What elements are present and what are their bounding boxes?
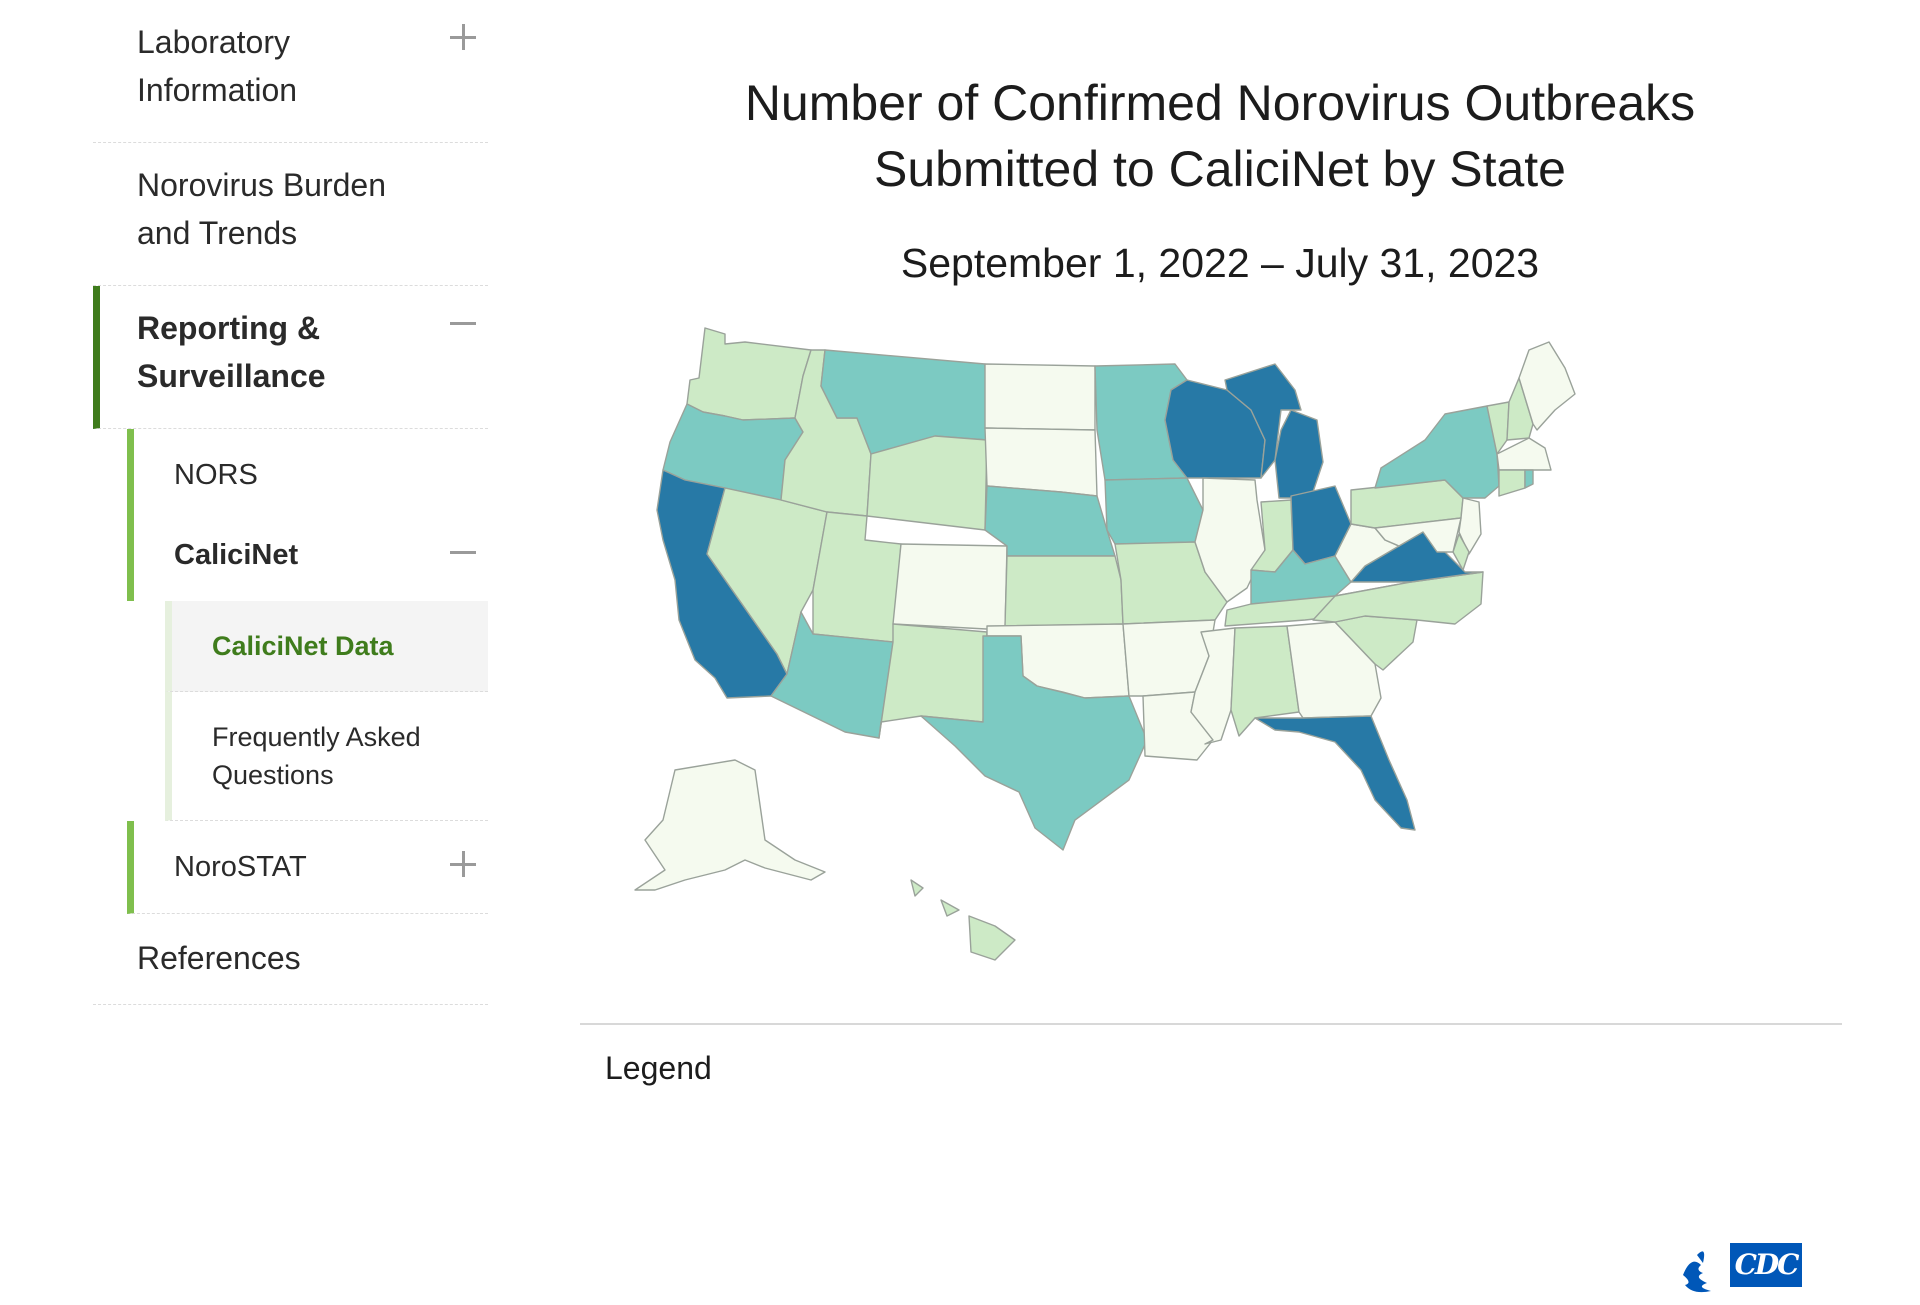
sidebar-item-label: NoroSTAT xyxy=(174,851,307,883)
legend-heading: Legend xyxy=(605,1050,712,1086)
map-title-line-2: Submitted to CaliciNet by State xyxy=(874,141,1566,197)
collapse-minus-icon[interactable] xyxy=(450,539,476,565)
sidebar-item-label: Reporting & Surveillance xyxy=(137,310,326,394)
state-north-dakota[interactable] xyxy=(984,363,1096,431)
sidebar-item-nors[interactable]: NORS xyxy=(127,429,488,521)
sidebar-item-laboratory-information[interactable]: Laboratory Information xyxy=(93,0,488,143)
map-subtitle: September 1, 2022 – July 31, 2023 xyxy=(900,240,1540,286)
cdc-logo: CDC xyxy=(1730,1243,1802,1287)
state-utah[interactable] xyxy=(812,511,902,643)
reporting-submenu: NORS CaliciNet CaliciNet Data Frequently… xyxy=(127,429,488,914)
sidebar-item-reporting-surveillance[interactable]: Reporting & Surveillance xyxy=(93,286,488,429)
map-title-line-1: Number of Confirmed Norovirus Outbreaks xyxy=(744,75,1696,131)
state-new-hampshire[interactable] xyxy=(1506,377,1534,441)
state-iowa[interactable] xyxy=(1104,477,1204,545)
state-alaska[interactable] xyxy=(634,759,826,891)
state-wyoming[interactable] xyxy=(866,435,988,531)
state-kansas[interactable] xyxy=(1004,555,1124,627)
sidebar-item-label: Frequently Asked Questions xyxy=(212,722,421,790)
sidebar-item-label: CaliciNet Data xyxy=(212,631,394,661)
calicinet-submenu: CaliciNet Data Frequently Asked Question… xyxy=(165,601,488,821)
collapse-minus-icon[interactable] xyxy=(450,310,476,336)
state-michigan[interactable] xyxy=(1274,409,1324,499)
cdc-logos: CDC xyxy=(1673,1225,1823,1305)
sidebar-item-faq[interactable]: Frequently Asked Questions xyxy=(165,692,488,821)
divider xyxy=(580,1023,1842,1025)
state-hawaii[interactable] xyxy=(940,899,960,917)
state-maine[interactable] xyxy=(1518,341,1576,431)
state-florida[interactable] xyxy=(1254,715,1416,831)
state-maryland[interactable] xyxy=(1374,517,1462,553)
state-connecticut[interactable] xyxy=(1498,469,1526,497)
sidebar-item-norostat[interactable]: NoroSTAT xyxy=(127,821,488,914)
us-map-svg xyxy=(634,327,1576,961)
state-south-dakota[interactable] xyxy=(984,427,1098,497)
map-title: Number of Confirmed Norovirus Outbreaks … xyxy=(580,70,1860,202)
state-illinois[interactable] xyxy=(1194,477,1266,603)
sidebar-item-label: CaliciNet xyxy=(174,539,299,571)
state-massachusetts[interactable] xyxy=(1496,437,1552,471)
sidebar-item-norovirus-burden[interactable]: Norovirus Burden and Trends xyxy=(93,143,488,286)
state-colorado[interactable] xyxy=(892,543,1008,631)
sidebar-item-label: References xyxy=(137,940,301,976)
state-hawaii[interactable] xyxy=(968,915,1016,961)
expand-plus-icon[interactable] xyxy=(450,851,476,877)
sidebar-item-references[interactable]: References xyxy=(93,914,488,1005)
state-texas[interactable] xyxy=(920,635,1148,851)
sidebar-item-label: Norovirus Burden and Trends xyxy=(137,167,386,251)
sidebar-item-label: NORS xyxy=(174,459,258,491)
state-washington[interactable] xyxy=(686,327,812,421)
us-choropleth-map: CDC xyxy=(580,320,1860,1293)
expand-plus-icon[interactable] xyxy=(450,24,476,50)
state-hawaii[interactable] xyxy=(910,879,924,897)
sidebar-item-calicinet[interactable]: CaliciNet xyxy=(127,521,488,601)
sidebar-nav: Laboratory Information Norovirus Burden … xyxy=(93,0,488,1005)
main-content: Number of Confirmed Norovirus Outbreaks … xyxy=(580,0,1860,1293)
state-rhode-island[interactable] xyxy=(1524,469,1534,489)
sidebar-item-calicinet-data[interactable]: CaliciNet Data xyxy=(165,601,488,692)
sidebar-item-label: Laboratory Information xyxy=(137,24,298,108)
